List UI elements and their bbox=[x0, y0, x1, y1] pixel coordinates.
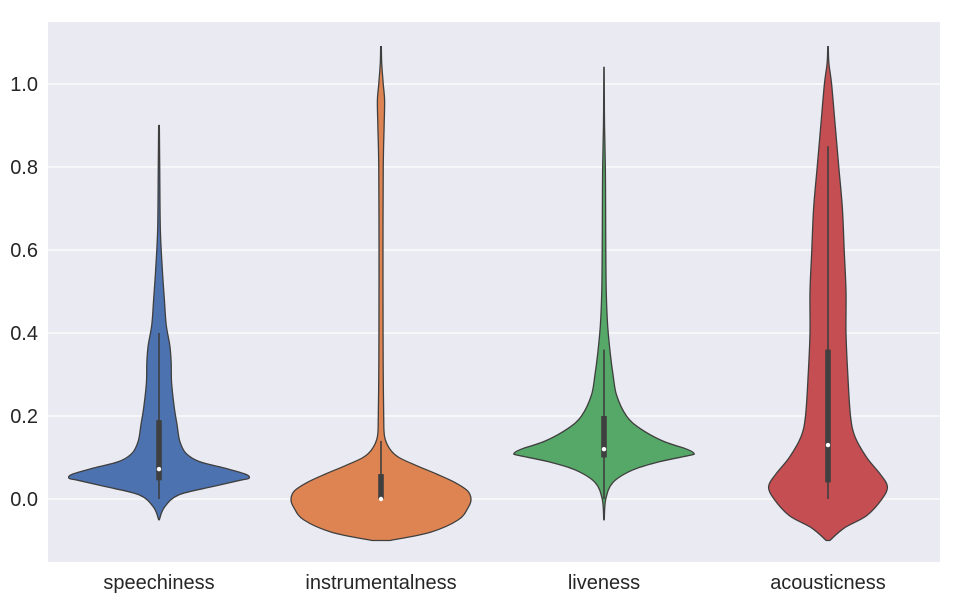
violin-body bbox=[513, 66, 695, 521]
x-tick-label: liveness bbox=[568, 572, 640, 594]
violin-speechiness bbox=[67, 124, 251, 521]
x-tick-labels: speechiness instrumentalness liveness acous… bbox=[103, 572, 885, 594]
x-tick-label: acousticness bbox=[770, 572, 886, 594]
violin-body bbox=[67, 124, 251, 521]
violin-liveness bbox=[513, 66, 695, 521]
y-tick-label: 0.2 bbox=[10, 406, 38, 428]
y-tick-labels: 0.0 0.2 0.4 0.6 0.8 1.0 bbox=[10, 74, 38, 511]
violin-instrumentalness bbox=[290, 46, 472, 542]
violin-iqr-box bbox=[156, 420, 162, 481]
x-tick-label: speechiness bbox=[103, 572, 214, 594]
violin-iqr-box bbox=[601, 416, 607, 458]
y-tick-label: 0.8 bbox=[10, 157, 38, 179]
x-tick-label: instrumentalness bbox=[305, 572, 456, 594]
violin-iqr-box bbox=[378, 474, 384, 499]
y-tick-label: 0.0 bbox=[10, 489, 38, 511]
violin-acousticness bbox=[767, 46, 889, 542]
violin-median-dot bbox=[378, 496, 384, 502]
violin-body bbox=[290, 46, 472, 542]
y-tick-label: 1.0 bbox=[10, 74, 38, 96]
violin-median-dot bbox=[601, 447, 607, 452]
violins bbox=[67, 46, 889, 542]
violin-iqr-box bbox=[825, 349, 831, 483]
violin-median-dot bbox=[825, 442, 831, 448]
y-tick-label: 0.4 bbox=[10, 323, 38, 345]
violin-median-dot bbox=[156, 466, 162, 472]
y-tick-label: 0.6 bbox=[10, 240, 38, 262]
grid-lines bbox=[48, 83, 940, 500]
